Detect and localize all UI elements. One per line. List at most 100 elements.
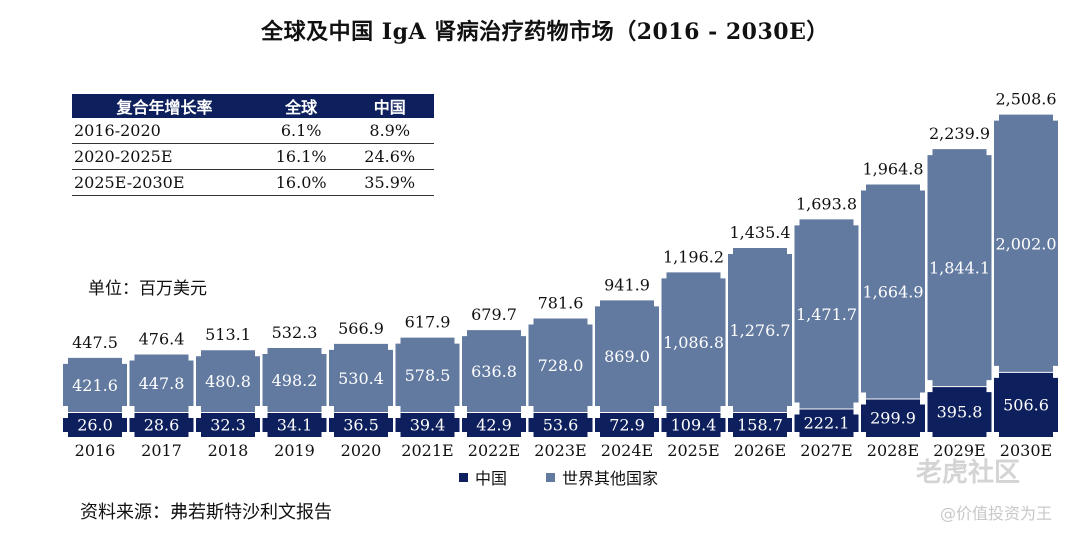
bar-china — [994, 372, 1058, 437]
label-rest-value: 578.5 — [405, 366, 451, 385]
label-china-value: 109.4 — [671, 416, 717, 435]
table-row: 2020-2025E 16.1% 24.6% — [72, 143, 434, 170]
label-rest-value: 498.2 — [272, 371, 318, 390]
label-rest-value: 447.8 — [139, 374, 185, 393]
x-tick-label: 2029E — [933, 441, 985, 460]
label-rest-value: 1,844.1 — [929, 259, 990, 278]
x-tick-label: 2021E — [401, 441, 453, 460]
x-tick-label: 2022E — [468, 441, 520, 460]
legend-swatch-china — [459, 473, 468, 482]
cagr-table: 复合年增长率 全球 中国 2016-2020 6.1% 8.9% 2020-20… — [72, 94, 434, 196]
bar-china — [129, 413, 194, 437]
label-bg — [131, 372, 192, 395]
bar-china — [595, 413, 659, 437]
x-tick-label: 2026E — [734, 441, 786, 460]
unit-label: 单位：百万美元 — [88, 279, 207, 299]
label-total-value: 617.9 — [405, 313, 451, 332]
label-bg — [929, 256, 990, 279]
label-bg — [65, 373, 125, 396]
bar-china — [395, 413, 460, 437]
label-rest-value: 869.0 — [604, 347, 650, 366]
cagr-header-china: 中国 — [345, 94, 434, 118]
cagr-china-value: 35.9% — [345, 169, 434, 196]
cagr-period: 2025E-2030E — [72, 169, 257, 196]
label-china-value: 28.6 — [144, 416, 180, 435]
bar-china — [661, 413, 726, 437]
watermark-brand: 老虎社区 — [916, 458, 1021, 488]
label-total-value: 1,964.8 — [862, 160, 923, 179]
label-china-value: 32.3 — [210, 416, 246, 435]
bar-china — [528, 413, 593, 437]
label-china-value: 158.7 — [737, 416, 783, 435]
x-tick-label: 2018 — [208, 441, 249, 460]
label-total-value: 1,196.2 — [663, 247, 724, 266]
x-tick-label: 2030E — [1000, 441, 1052, 460]
label-bg — [663, 331, 724, 354]
x-tick-label: 2016 — [75, 441, 116, 460]
cagr-global-value: 16.1% — [256, 143, 346, 170]
label-total-value: 566.9 — [338, 319, 384, 338]
label-rest-value: 1,086.8 — [663, 333, 724, 352]
label-bg — [796, 302, 857, 325]
legend-swatch-rest — [546, 473, 555, 482]
label-rest-value: 421.6 — [72, 376, 118, 395]
label-bg — [530, 354, 591, 377]
label-total-value: 2,508.6 — [995, 90, 1056, 109]
chart-title: 全球及中国 IgA 肾病治疗药物市场（2016 - 2030E） — [261, 19, 829, 45]
label-china-value: 39.4 — [410, 416, 446, 435]
cagr-period: 2016-2020 — [72, 118, 257, 144]
legend-label-china: 中国 — [475, 469, 507, 488]
label-china-value: 299.9 — [870, 409, 916, 428]
x-tick-label: 2019 — [274, 441, 315, 460]
label-china-value: 36.5 — [343, 416, 379, 435]
label-bg — [397, 363, 458, 386]
label-bg — [730, 318, 790, 341]
bar-china — [63, 413, 127, 437]
x-tick-label: 2024E — [601, 441, 653, 460]
legend-label-rest: 世界其他国家 — [562, 469, 658, 488]
bar-china — [329, 413, 393, 437]
x-tick-label: 2025E — [667, 441, 719, 460]
bar-china — [728, 413, 792, 437]
bar-china — [794, 409, 859, 437]
x-tick-label: 2023E — [534, 441, 586, 460]
label-total-value: 447.5 — [72, 333, 118, 352]
label-rest-value: 728.0 — [538, 356, 584, 375]
label-bg — [863, 280, 923, 303]
cagr-global-value: 6.1% — [256, 118, 346, 144]
label-total-value: 781.6 — [538, 293, 584, 312]
x-tick-label: 2020 — [341, 441, 382, 460]
x-tick-label: 2027E — [800, 441, 852, 460]
label-bg — [264, 368, 325, 391]
label-china-value: 53.6 — [543, 416, 579, 435]
cagr-china-value: 8.9% — [345, 118, 434, 144]
watermark-handle: @价值投资为王 — [940, 504, 1053, 523]
table-row: 2016-2020 6.1% 8.9% — [72, 118, 434, 144]
bar-china — [196, 413, 260, 437]
cagr-period: 2020-2025E — [72, 143, 257, 170]
label-rest-value: 530.4 — [338, 369, 384, 388]
x-tick-label: 2017 — [141, 441, 182, 460]
label-rest-value: 1,664.9 — [862, 282, 923, 301]
cagr-china-value: 24.6% — [345, 143, 434, 170]
cagr-header-label: 复合年增长率 — [72, 94, 257, 118]
label-total-value: 513.1 — [205, 325, 251, 344]
label-bg — [996, 232, 1056, 255]
label-bg — [198, 370, 258, 393]
label-china-value: 42.9 — [476, 416, 512, 435]
bar-china — [262, 413, 327, 437]
label-bg — [331, 366, 391, 389]
label-total-value: 1,435.4 — [729, 223, 790, 242]
label-total-value: 1,693.8 — [796, 194, 857, 213]
bar-china — [462, 413, 526, 437]
label-bg — [464, 360, 524, 383]
table-row: 2025E-2030E 16.0% 35.9% — [72, 169, 434, 196]
label-china-value: 222.1 — [804, 414, 850, 433]
cagr-header-row: 复合年增长率 全球 中国 — [72, 94, 434, 118]
cagr-global-value: 16.0% — [256, 169, 346, 196]
label-total-value: 941.9 — [604, 275, 650, 294]
label-total-value: 476.4 — [139, 329, 185, 348]
bar-china — [927, 387, 992, 437]
label-china-value: 34.1 — [277, 416, 313, 435]
